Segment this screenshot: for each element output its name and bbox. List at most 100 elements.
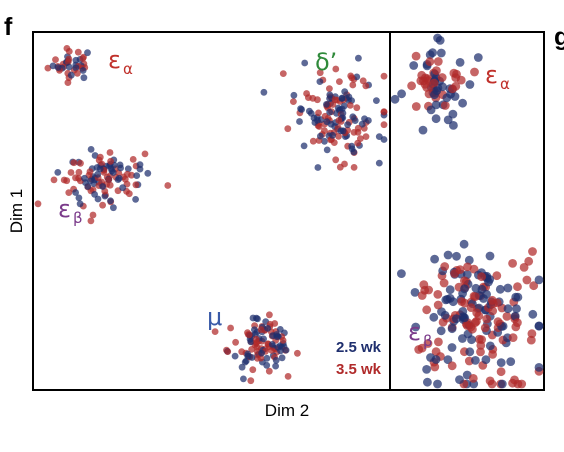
scatter-point — [431, 114, 441, 124]
scatter-point — [353, 104, 361, 112]
scatter-point — [440, 101, 450, 110]
scatter-point — [278, 354, 286, 362]
scatter-point — [463, 262, 472, 272]
scatter-point — [433, 300, 443, 310]
scatter-point — [279, 70, 287, 77]
scatter-point — [482, 314, 492, 324]
scatter-point — [442, 93, 452, 103]
scatter-point — [436, 326, 446, 336]
scatter-point — [124, 165, 132, 173]
scatter-point — [84, 183, 92, 190]
scatter-point — [336, 78, 343, 85]
scatter-point — [265, 367, 273, 375]
scatter-point — [522, 275, 532, 285]
scatter-point — [455, 265, 465, 274]
scatter-point — [106, 149, 114, 156]
scatter-point — [493, 317, 503, 327]
left-plot-frame — [32, 31, 391, 391]
scatter-point — [282, 346, 290, 354]
scatter-point — [477, 272, 486, 282]
scatter-point — [422, 305, 432, 315]
scatter-point — [528, 309, 538, 319]
scatter-point — [306, 107, 313, 115]
scatter-point — [459, 239, 469, 249]
scatter-point — [527, 329, 537, 339]
scatter-point — [338, 94, 346, 102]
scatter-point — [107, 197, 114, 205]
scatter-point — [422, 83, 432, 92]
scatter-point — [260, 88, 268, 96]
scatter-point — [361, 115, 368, 123]
scatter-point — [390, 94, 400, 104]
scatter-point — [503, 283, 513, 293]
scatter-point — [49, 62, 57, 70]
scatter-point — [512, 304, 521, 314]
scatter-point — [472, 308, 482, 318]
scatter-point — [224, 348, 232, 355]
scatter-point — [133, 172, 141, 180]
scatter-point — [279, 337, 287, 344]
scatter-point — [417, 343, 427, 353]
scatter-point — [448, 84, 457, 94]
scatter-point — [268, 346, 276, 354]
scatter-point — [477, 335, 486, 344]
scatter-point — [72, 64, 80, 72]
scatter-point — [476, 347, 485, 357]
scatter-point — [335, 132, 342, 140]
scatter-point — [300, 142, 308, 150]
scatter-point — [431, 355, 441, 364]
scatter-point — [321, 137, 328, 145]
scatter-point — [341, 102, 348, 110]
scatter-point — [528, 247, 537, 256]
scatter-point — [272, 362, 279, 370]
scatter-point — [433, 379, 442, 389]
scatter-point — [109, 169, 117, 176]
scatter-point — [497, 379, 507, 389]
scatter-point — [339, 109, 347, 117]
scatter-point — [425, 50, 435, 60]
scatter-point — [244, 350, 252, 358]
scatter-point — [332, 65, 340, 73]
scatter-point — [249, 366, 257, 374]
scatter-point — [411, 322, 421, 332]
scatter-point — [362, 133, 370, 141]
scatter-point — [114, 176, 122, 184]
scatter-point — [266, 311, 273, 319]
scatter-point — [332, 156, 340, 164]
scatter-point — [75, 194, 83, 202]
scatter-point — [248, 346, 256, 353]
scatter-point — [492, 271, 502, 281]
scatter-point — [141, 150, 149, 158]
scatter-point — [430, 254, 439, 264]
scatter-point — [481, 355, 491, 365]
scatter-point — [81, 174, 88, 182]
left-scatter-points — [34, 45, 388, 385]
scatter-point — [350, 129, 358, 136]
scatter-point — [331, 96, 339, 104]
scatter-point — [106, 181, 114, 189]
scatter-point — [419, 76, 428, 86]
scatter-point — [362, 82, 370, 90]
scatter-point — [425, 57, 435, 67]
scatter-point — [54, 64, 62, 71]
scatter-point — [284, 125, 292, 133]
scatter-point — [464, 255, 474, 265]
scatter-point — [123, 170, 131, 178]
scatter-point — [87, 177, 94, 185]
scatter-point — [440, 262, 450, 271]
scatter-point — [74, 69, 81, 77]
scatter-point — [506, 357, 516, 366]
scatter-point — [458, 98, 467, 108]
scatter-point — [513, 318, 522, 327]
x-axis-label: Dim 2 — [265, 401, 309, 420]
scatter-point — [455, 375, 464, 384]
scatter-point — [264, 325, 272, 332]
scatter-point — [326, 85, 333, 92]
scatter-point — [263, 361, 271, 369]
scatter-point — [144, 169, 152, 177]
scatter-point — [316, 78, 324, 85]
scatter-point — [430, 362, 440, 372]
scatter-point — [443, 250, 453, 260]
scatter-point — [132, 196, 140, 203]
